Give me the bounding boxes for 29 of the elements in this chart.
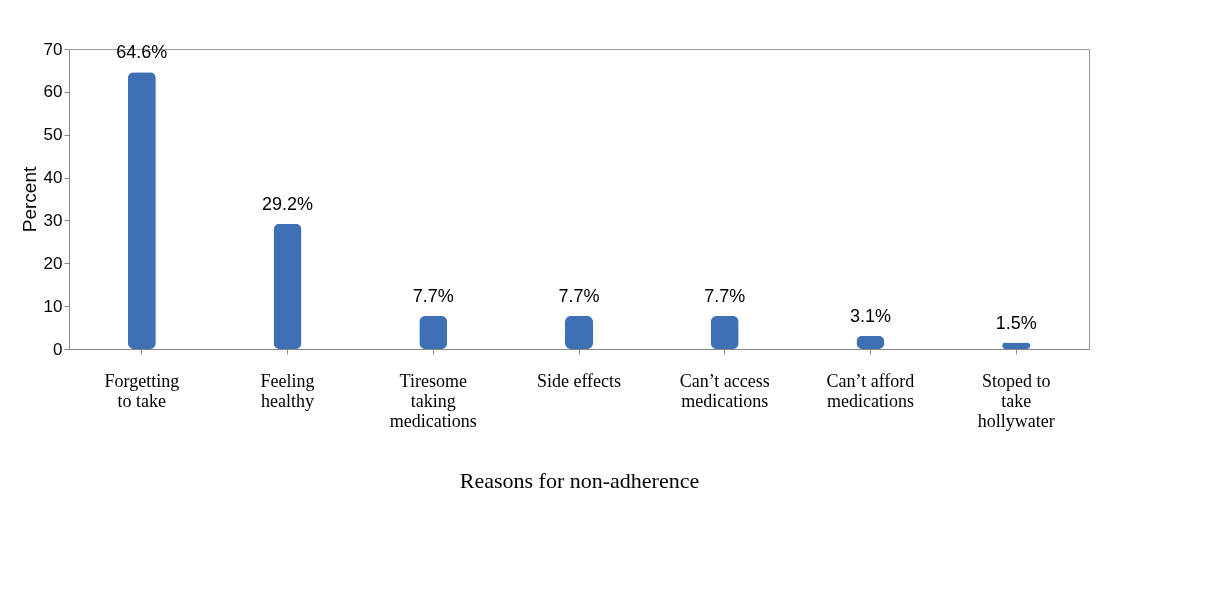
y-tick-label: 40 bbox=[43, 168, 63, 188]
y-tick-label: 0 bbox=[53, 339, 63, 359]
x-tick-label: Feeling healthy bbox=[260, 370, 315, 411]
bar bbox=[710, 316, 739, 349]
y-axis-title: Percent bbox=[18, 166, 40, 233]
x-tick-label: Side effects bbox=[536, 370, 622, 391]
y-tick-label: 50 bbox=[43, 125, 63, 145]
data-label: 7.7% bbox=[704, 286, 746, 306]
y-tick-label: 20 bbox=[43, 253, 63, 273]
bar bbox=[565, 316, 593, 349]
data-label: 7.7% bbox=[558, 286, 600, 306]
data-label: 29.2% bbox=[262, 193, 314, 214]
x-tick-label: Can’t access medications bbox=[679, 370, 770, 411]
bar bbox=[273, 223, 302, 349]
bar bbox=[127, 72, 156, 349]
y-tick-label: 30 bbox=[43, 210, 63, 230]
y-tick-label: 70 bbox=[43, 39, 63, 59]
bar bbox=[419, 316, 448, 349]
y-tick-label: 10 bbox=[43, 296, 63, 316]
x-tick-label: Tiresome taking medications bbox=[389, 370, 477, 431]
data-label: 64.6% bbox=[116, 42, 168, 63]
x-axis-title: Reasons for non-adherence bbox=[459, 467, 700, 493]
x-tick-label: Forgetting to take bbox=[104, 370, 180, 411]
x-tick-label: Stoped to take hollywater bbox=[977, 370, 1055, 431]
data-label: 3.1% bbox=[849, 305, 891, 326]
data-label: 7.7% bbox=[412, 286, 454, 306]
data-label: 1.5% bbox=[995, 312, 1037, 333]
x-tick-label: Can’t afford medications bbox=[826, 370, 915, 411]
y-tick-label: 60 bbox=[43, 82, 63, 102]
